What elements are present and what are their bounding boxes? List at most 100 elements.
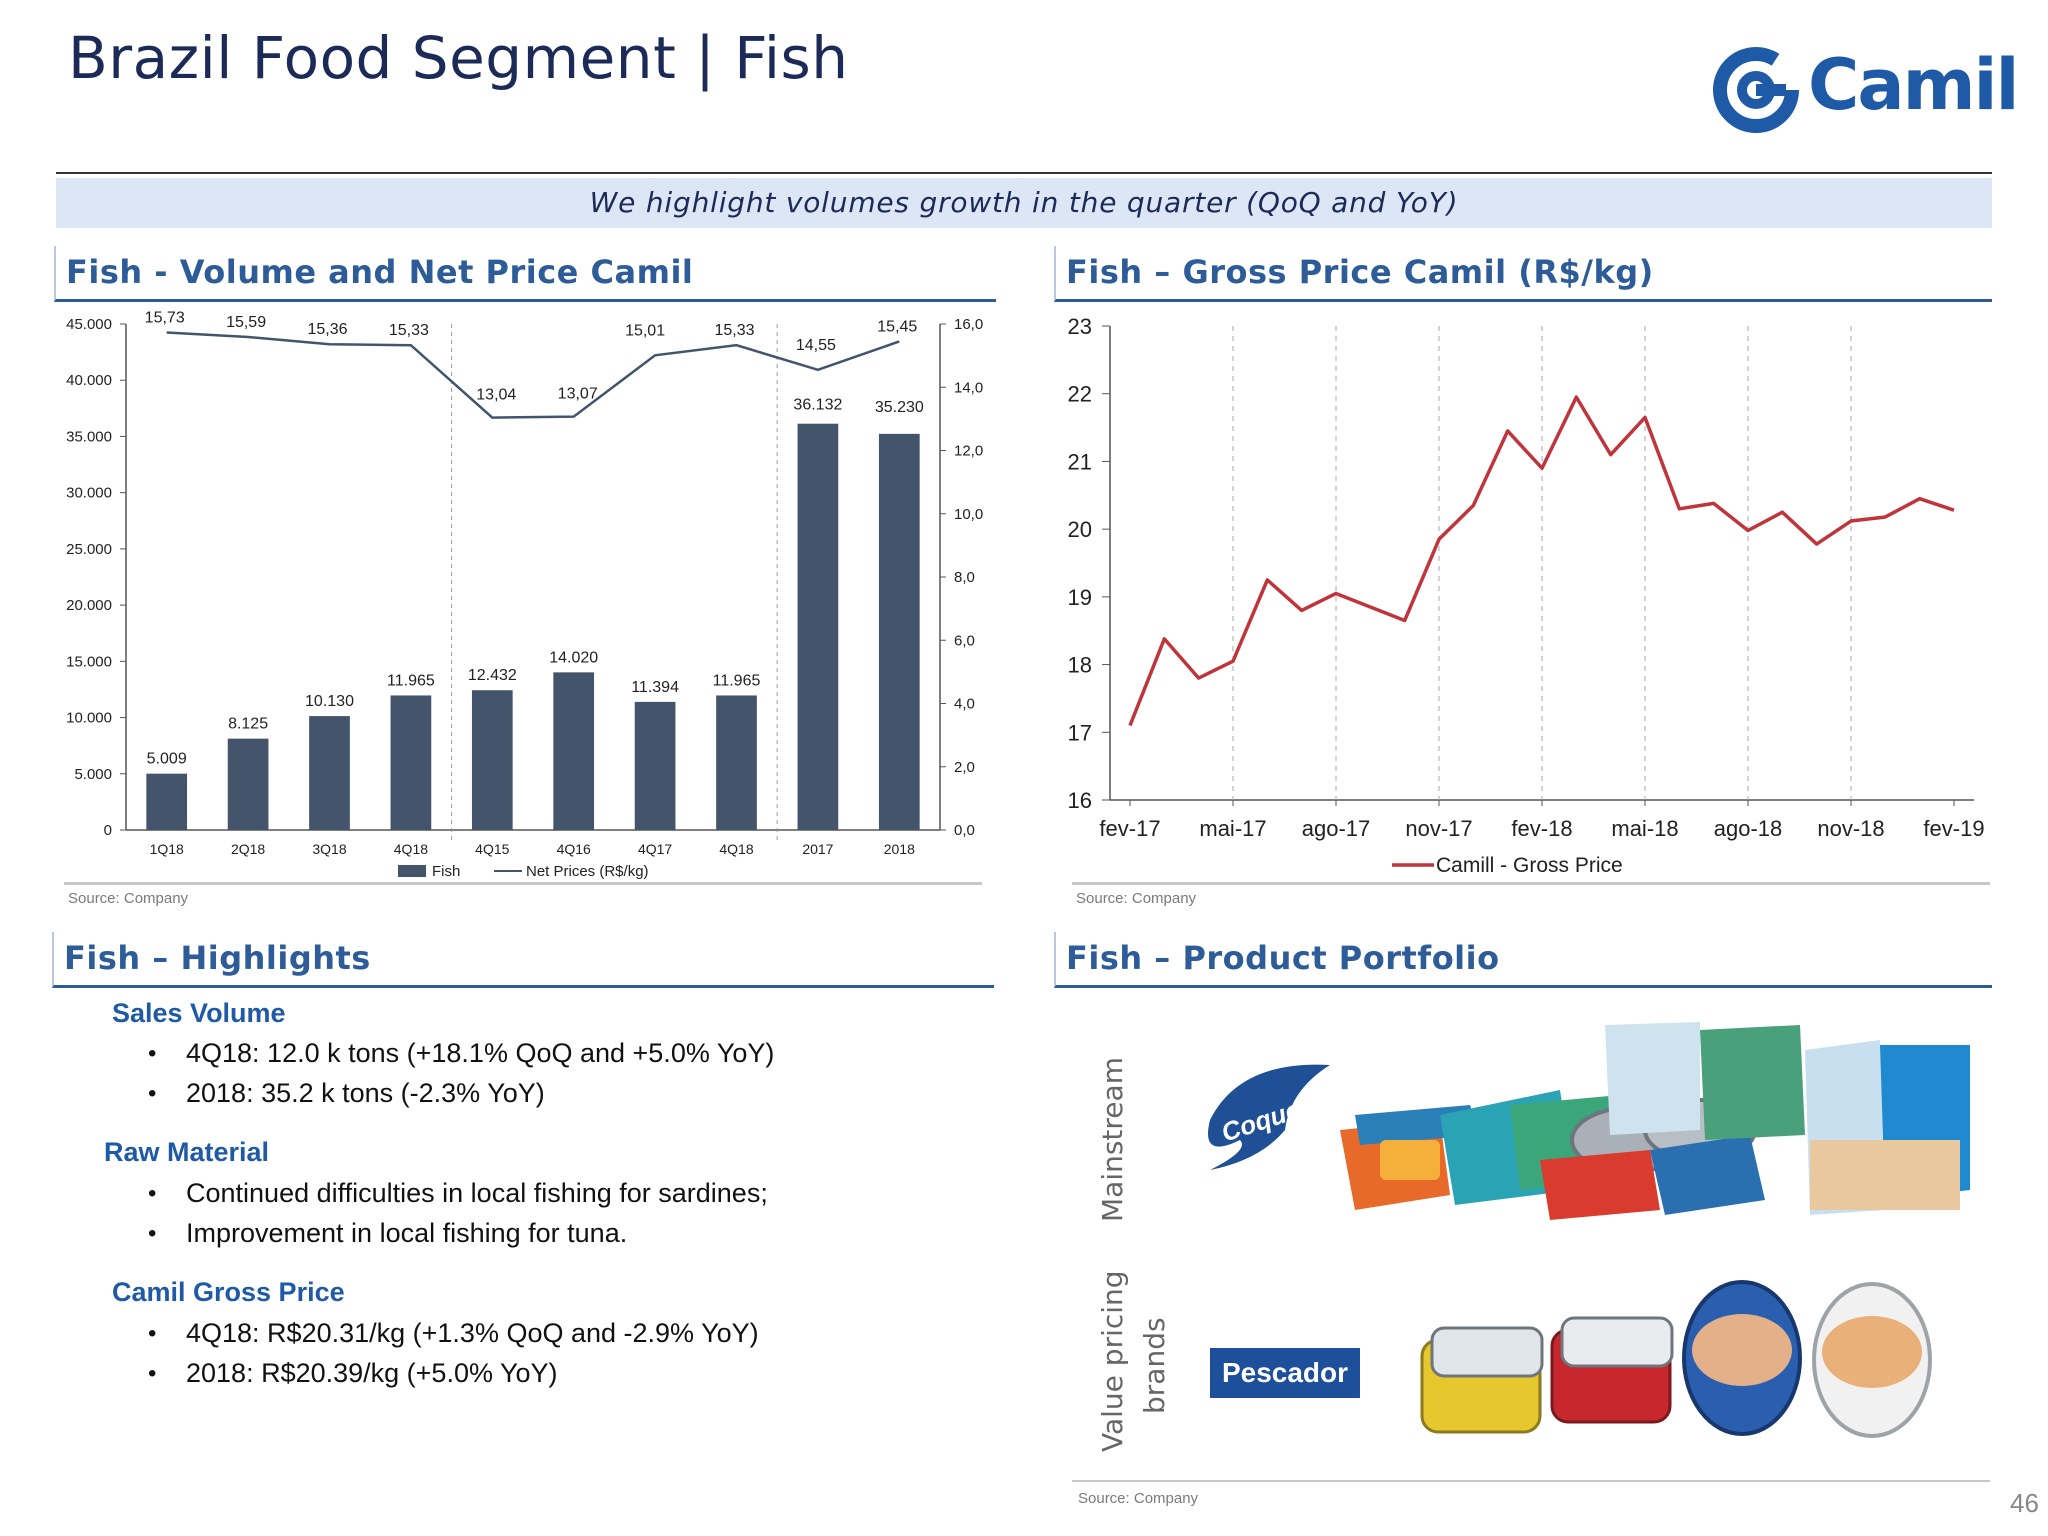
x-tick-label: mai-18	[1611, 816, 1678, 841]
x-tick-label: 4Q16	[557, 841, 591, 857]
gross-price-chart: 16 17 18 19 20 21 22 23 fev-17 mai-17 ago-17 nov-17…	[1068, 314, 1985, 877]
x-tick-label: 2018	[884, 841, 915, 857]
y2-tick-label: 6,0	[954, 632, 975, 649]
y-tick-label: 45.000	[66, 316, 112, 333]
y-tick-label: 30.000	[66, 485, 112, 502]
y-tick-label: 40.000	[66, 372, 112, 389]
bar-value-label: 35.230	[875, 399, 924, 416]
x-tick-label: 4Q17	[638, 841, 672, 857]
list-item: 2018: 35.2 k tons (-2.3% YoY)	[186, 1078, 545, 1108]
bar-value-label: 36.132	[793, 397, 842, 414]
bullet: •	[148, 1320, 157, 1347]
line-value-label: 13,07	[558, 386, 598, 403]
x-tick-label: fev-18	[1511, 816, 1572, 841]
bar-value-label: 8.125	[228, 716, 268, 733]
highlights-panel-title: Fish – Highlights	[52, 932, 994, 988]
value-pricing-label: Value pricing	[1096, 1270, 1129, 1452]
mainstream-products-image	[1340, 1022, 1970, 1220]
bar	[716, 695, 757, 830]
source-note: Source: Company	[68, 890, 189, 907]
x-tick-label: ago-18	[1714, 816, 1783, 841]
x-tick-label: 4Q18	[394, 841, 428, 857]
product-portfolio-images: Coqueiro Pescador	[1208, 1022, 1970, 1438]
y-tick-label: 19	[1068, 585, 1092, 610]
y2-tick-label: 10,0	[954, 506, 983, 523]
pescador-logo-text: Pescador	[1222, 1357, 1348, 1388]
list-item: 4Q18: 12.0 k tons (+18.1% QoQ and +5.0% …	[186, 1038, 775, 1068]
line-value-label: 15,01	[625, 322, 665, 339]
title-divider	[56, 172, 1992, 174]
y2-tick-label: 14,0	[954, 379, 983, 396]
source-divider	[1072, 1480, 1990, 1482]
mainstream-label: Mainstream	[1096, 1057, 1129, 1222]
line-value-label: 15,59	[226, 314, 266, 331]
list-item: 4Q18: R$20.31/kg (+1.3% QoQ and -2.9% Yo…	[186, 1318, 759, 1348]
logo-wordmark: Camil	[1808, 44, 2020, 126]
legend-net-price-label: Net Prices (R$/kg)	[526, 863, 649, 880]
bar	[390, 695, 432, 830]
bar-value-label: 11.965	[713, 672, 761, 689]
source-divider	[1072, 882, 1990, 885]
portfolio-panel-title: Fish – Product Portfolio	[1054, 932, 1992, 988]
bar-value-label: 14.020	[549, 649, 598, 666]
y-tick-label: 0	[104, 822, 112, 839]
bullet: •	[148, 1220, 157, 1247]
volume-panel-title: Fish - Volume and Net Price Camil	[54, 246, 996, 302]
line-value-label: 15,45	[877, 318, 917, 335]
y-tick-label: 5.000	[74, 766, 112, 783]
bar	[146, 773, 188, 830]
x-tick-label: 4Q15	[475, 841, 509, 857]
camil-logo-mark-icon	[1713, 47, 1799, 133]
bar	[309, 716, 350, 830]
x-tick-label: fev-19	[1923, 816, 1984, 841]
x-tick-label: 2017	[802, 841, 833, 857]
bar-value-label: 11.394	[631, 679, 679, 696]
y-tick-label: 15.000	[66, 653, 112, 670]
line-value-label: 15,33	[389, 322, 429, 339]
y2-tick-label: 0,0	[954, 822, 975, 839]
x-tick-label: nov-17	[1405, 816, 1472, 841]
gross-price-heading: Camil Gross Price	[112, 1277, 345, 1307]
bar	[553, 672, 595, 830]
legend-fish-label: Fish	[432, 863, 460, 880]
x-tick-label: fev-17	[1099, 816, 1160, 841]
y-tick-label: 18	[1068, 653, 1092, 678]
pescador-logo: Pescador	[1210, 1348, 1360, 1398]
legend-gross-price-label: Camill - Gross Price	[1436, 854, 1623, 877]
line-value-label: 15,36	[307, 321, 347, 338]
y2-tick-label: 2,0	[954, 759, 975, 776]
y-tick-label: 20.000	[66, 597, 112, 614]
coqueiro-logo: Coqueiro	[1208, 1064, 1336, 1170]
net-price-line	[166, 331, 900, 419]
y-tick-label: 10.000	[66, 710, 112, 727]
source-note: Source: Company	[1076, 890, 1197, 907]
bullet: •	[148, 1080, 157, 1107]
highlight-banner: We highlight volumes growth in the quart…	[56, 178, 1992, 228]
line-value-label: 14,55	[796, 337, 836, 354]
bar	[634, 701, 676, 830]
camil-logo: Camil	[1712, 40, 2020, 140]
bar	[227, 738, 269, 830]
x-tick-label: 3Q18	[312, 841, 346, 857]
gross-price-panel-title: Fish – Gross Price Camil (R$/kg)	[1054, 246, 1992, 302]
page-number: 46	[2010, 1488, 2039, 1518]
y2-tick-label: 16,0	[954, 316, 983, 333]
bar	[878, 433, 920, 830]
y-tick-label: 35.000	[66, 428, 112, 445]
list-item: 2018: R$20.39/kg (+5.0% YoY)	[186, 1358, 558, 1388]
line-value-label: 15,73	[145, 310, 185, 327]
bar-value-label: 10.130	[305, 693, 354, 710]
bar-value-label: 12.432	[468, 667, 517, 684]
volume-net-price-chart: 0 5.000 10.000 15.000 20.000 25.000 30.000 35.0…	[66, 310, 983, 880]
source-divider	[64, 882, 982, 885]
brands-label: brands	[1138, 1317, 1171, 1414]
value-products-image	[1420, 1280, 1932, 1438]
bar-value-label: 11.965	[387, 672, 435, 689]
legend-fish-swatch	[398, 865, 426, 877]
bullet: •	[148, 1040, 157, 1067]
y-tick-label: 22	[1068, 382, 1092, 407]
sales-volume-heading: Sales Volume	[112, 998, 286, 1028]
page-title: Brazil Food Segment | Fish	[68, 24, 849, 92]
x-tick-label: ago-17	[1302, 816, 1371, 841]
x-tick-label: 1Q18	[150, 841, 184, 857]
